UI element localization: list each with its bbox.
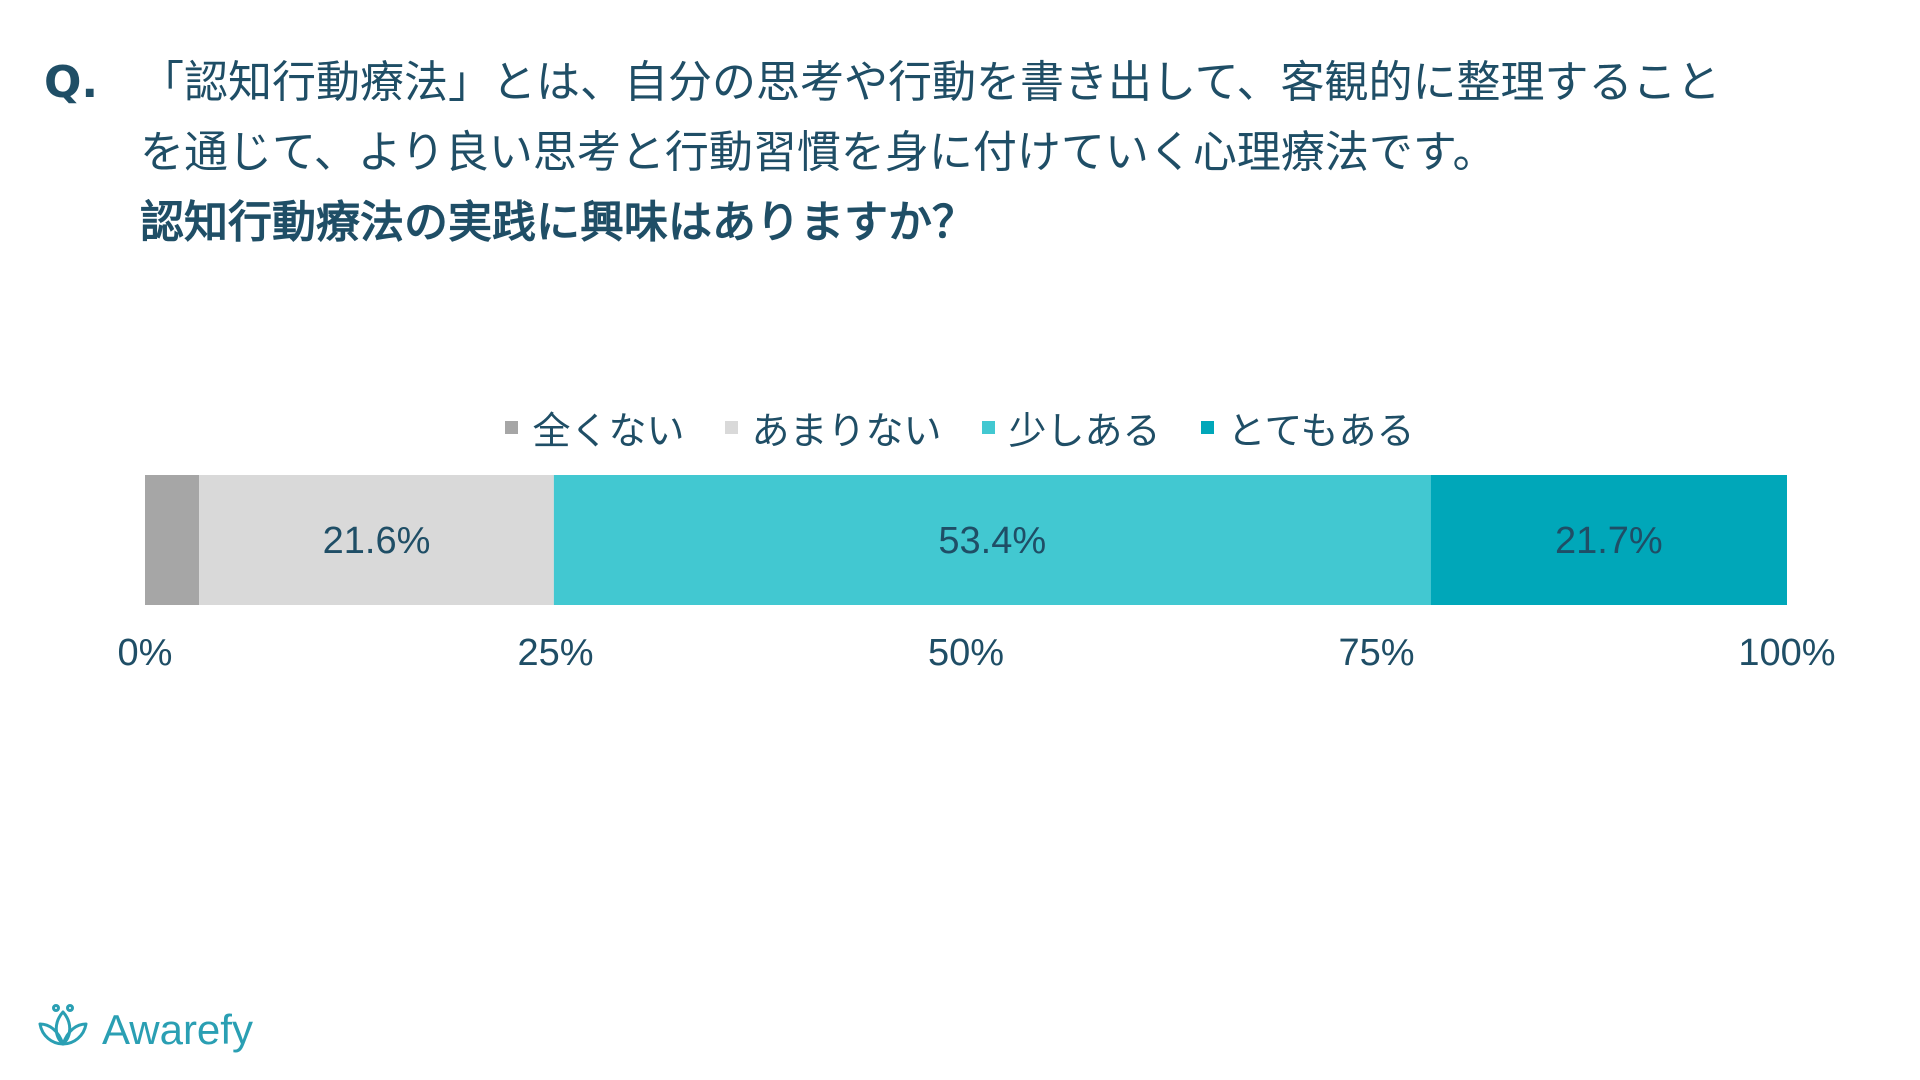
question-block: Q. 「認知行動療法」とは、自分の思考や行動を書き出して、客観的に整理すること … <box>44 48 1884 258</box>
question-text-1: 「認知行動療法」とは、自分の思考や行動を書き出して、客観的に整理すること <box>140 57 1721 108</box>
x-tick-label: 50% <box>928 632 1004 674</box>
bar-segment-none <box>145 475 200 605</box>
bar-label-little: 21.6% <box>323 520 431 562</box>
question-text-2: を通じて、より良い思考と行動習慣を身に付けていく心理療法です。 <box>140 127 1497 178</box>
legend-label-very: とてもある <box>1227 409 1415 453</box>
bar-segment-some <box>553 475 1431 605</box>
legend-swatch-very <box>1200 421 1214 434</box>
legend-label-little: あまりない <box>751 409 942 453</box>
bar-segments <box>145 475 1787 605</box>
legend-item-none: 全くない <box>505 400 685 455</box>
x-tick-label: 25% <box>517 632 593 674</box>
lotus-icon <box>36 1000 90 1060</box>
bar-segment-little <box>199 475 554 605</box>
bar-segment-very <box>1430 475 1787 605</box>
x-axis-ticks: 0% 25% 50% 75% 100% <box>118 632 1836 674</box>
x-tick-label: 75% <box>1338 632 1414 674</box>
legend-item-very: とてもある <box>1200 400 1415 455</box>
logo-text: Awarefy <box>102 1006 253 1053</box>
x-tick-label: 0% <box>118 632 173 674</box>
legend-swatch-some <box>981 421 995 434</box>
chart-legend: 全くない あまりない 少しある とてもある <box>0 400 1920 455</box>
bar-label-very: 21.7% <box>1555 520 1663 562</box>
x-tick-label: 100% <box>1738 632 1835 674</box>
legend-label-none: 全くない <box>532 409 685 453</box>
question-line-1: Q. 「認知行動療法」とは、自分の思考や行動を書き出して、客観的に整理すること <box>44 48 1884 118</box>
question-line-3: 認知行動療法の実践に興味はありますか？ <box>44 188 1884 258</box>
stacked-bar-chart: 21.6% 53.4% 21.7% 0% 25% 50% 75% 100% <box>118 475 1836 674</box>
legend-item-some: 少しある <box>981 400 1161 455</box>
question-mark: Q. <box>44 57 99 108</box>
legend-item-little: あまりない <box>724 400 942 455</box>
question-line-2: を通じて、より良い思考と行動習慣を身に付けていく心理療法です。 <box>44 118 1884 188</box>
bar-label-some: 53.4% <box>938 520 1046 562</box>
awarefy-logo: Awarefy <box>36 1000 253 1060</box>
legend-swatch-little <box>724 421 738 434</box>
legend-swatch-none <box>505 421 519 434</box>
bar-value-labels: 21.6% 53.4% 21.7% <box>323 520 1663 562</box>
legend-label-some: 少しある <box>1008 409 1161 453</box>
question-text-3: 認知行動療法の実践に興味はありますか？ <box>140 197 976 248</box>
